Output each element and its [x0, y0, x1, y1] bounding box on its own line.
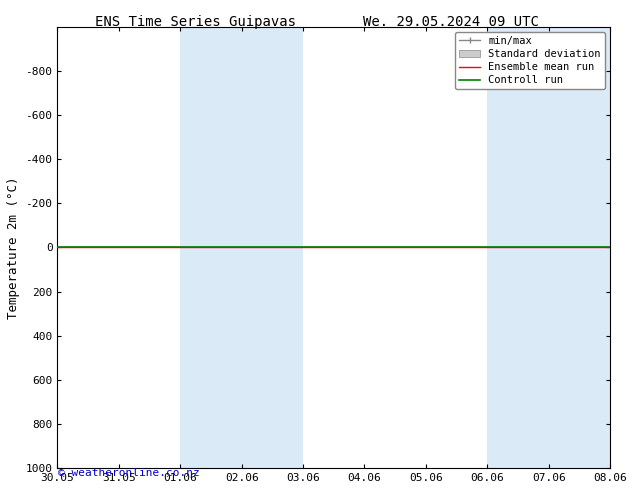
Bar [180, 26, 242, 468]
Text: ENS Time Series Guipavas        We. 29.05.2024 09 UTC: ENS Time Series Guipavas We. 29.05.2024 … [95, 15, 539, 29]
Legend: min/max, Standard deviation, Ensemble mean run, Controll run: min/max, Standard deviation, Ensemble me… [455, 32, 605, 90]
Bar [549, 26, 610, 468]
Bar [242, 26, 303, 468]
Text: © weatheronline.co.nz: © weatheronline.co.nz [58, 468, 200, 478]
Y-axis label: Temperature 2m (°C): Temperature 2m (°C) [7, 176, 20, 318]
Bar [488, 26, 549, 468]
